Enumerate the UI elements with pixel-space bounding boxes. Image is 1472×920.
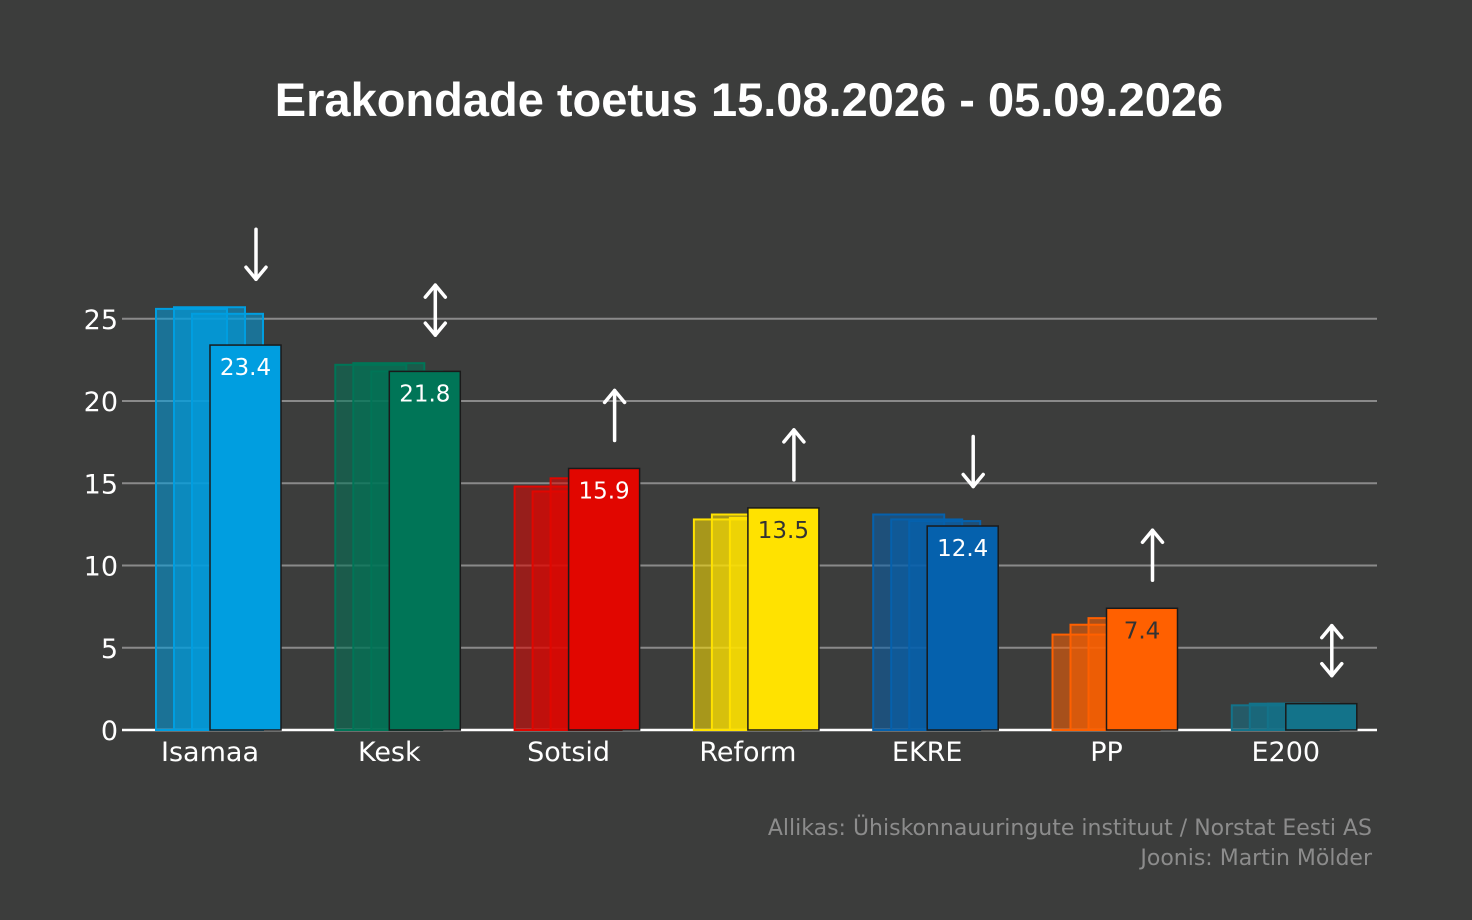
arrow-head [782,428,806,444]
y-tick-label: 15 [84,469,118,500]
value-label-pp: 7.4 [1124,618,1161,644]
bar-isamaa [209,344,282,731]
x-tick-label: Reform [699,737,796,768]
bar-ekre [926,525,999,731]
trend-arrow-up [782,428,806,482]
author-credit: Joonis: Martin Mölder [1140,846,1372,871]
x-tick-label: PP [1090,737,1123,768]
source-credit: Allikas: Ühiskonnauuringute instituut / … [767,816,1372,841]
value-label-reform: 13.5 [758,518,809,544]
value-label-isamaa: 23.4 [220,355,271,381]
bar-sotsid [567,467,641,731]
bar-pp [1105,607,1179,731]
value-label-kesk: 21.8 [399,381,450,407]
x-tick-label: Kesk [358,737,421,768]
trend-arrow-stable [423,283,448,337]
y-tick-label: 5 [101,634,118,665]
bar-reform [747,507,820,731]
arrow-head [1320,623,1344,640]
arrow-head [602,388,627,405]
y-tick-label: 10 [84,552,118,583]
trend-arrow-stable [1320,623,1344,678]
trend-arrow-down [961,434,985,489]
value-label-sotsid: 15.9 [578,478,629,504]
labels: 0 5 10 15 20 25 23.4 Isamaa 21.8 Kesk 15.9 Sotsid 13… [84,305,1320,768]
x-tick-label: E200 [1251,737,1320,768]
y-tick-label: 20 [84,387,118,418]
chart-title: Erakondade toetus 15.08.2026 - 05.09.202… [274,73,1224,126]
bars [155,306,1358,732]
arrow-head [423,283,448,299]
value-label-ekre: 12.4 [937,536,988,562]
x-tick-label: Isamaa [161,737,259,768]
arrow-head [1320,661,1344,678]
y-tick-label: 25 [84,305,118,336]
arrow-head [423,321,448,337]
trend-arrows [244,227,1344,678]
trend-arrow-up [602,388,627,443]
arrow-head [244,265,268,281]
arrow-head [1140,528,1165,545]
arrow-head [961,472,985,489]
x-tick-label: Sotsid [527,737,610,768]
trend-arrow-down [244,227,268,281]
y-tick-label: 0 [101,716,118,747]
x-tick-label: EKRE [892,737,963,768]
bar-kesk [388,370,462,731]
bar-e200 [1285,702,1358,731]
trend-arrow-up [1140,528,1165,583]
